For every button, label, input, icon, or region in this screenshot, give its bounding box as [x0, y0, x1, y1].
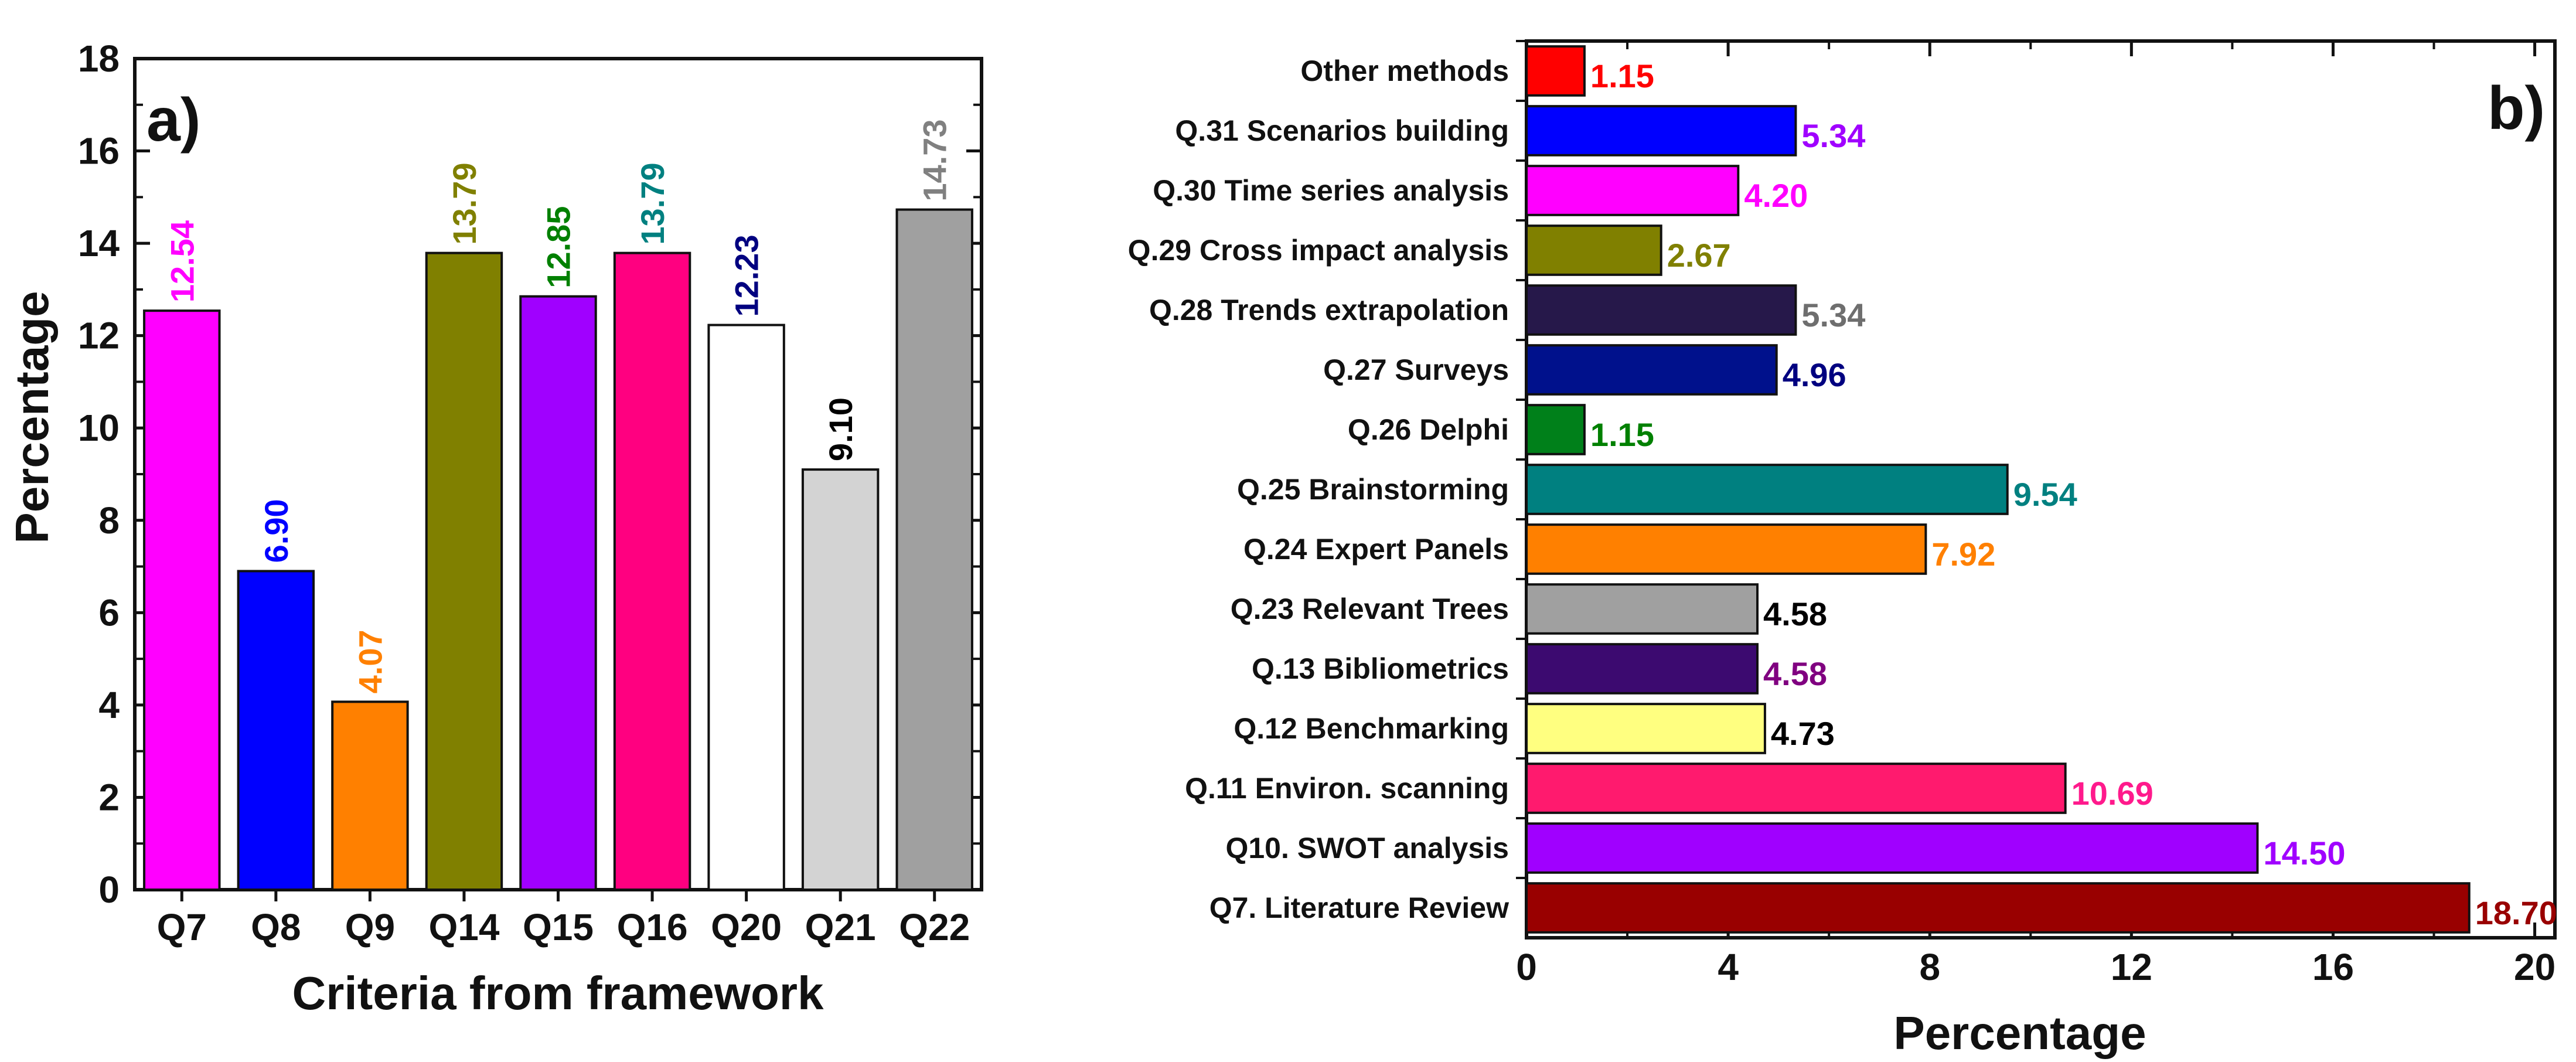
panel-a-x-tick-label: Q21 — [805, 906, 876, 948]
panel-b-bar — [1525, 643, 1759, 695]
panel-a-y-tick-label: 18 — [78, 38, 120, 80]
panel-b-bar — [1525, 882, 2471, 934]
panel-a-data-label: 6.90 — [258, 499, 295, 563]
panel-a-label: a) — [146, 86, 200, 154]
panel-a-bar — [143, 309, 221, 891]
panel-b-label: b) — [2488, 74, 2545, 142]
panel-b-bar — [1525, 105, 1797, 156]
panel-b-x-tick-label: 12 — [2111, 946, 2152, 988]
panel-a-x-tick-label: Q22 — [899, 906, 970, 948]
panel-a-bar — [519, 295, 597, 891]
panel-a-y-tick-label: 0 — [98, 869, 120, 911]
panel-b-data-label: 18.70 — [2475, 894, 2557, 931]
panel-b-bar — [1525, 224, 1662, 276]
panel-b-data-label: 1.15 — [1590, 57, 1654, 94]
panel-b-data-label: 4.20 — [1744, 177, 1808, 214]
panel-b-bar — [1525, 45, 1586, 97]
panel-a-x-tick-label: Q20 — [711, 906, 782, 948]
panel-a-data-label: 12.85 — [540, 206, 577, 288]
panel-a-y-tick-label: 12 — [78, 315, 120, 357]
panel-a-y-tick-label: 8 — [98, 499, 120, 542]
panel-a-bar — [425, 251, 503, 891]
panel-b-category-label: Q10. SWOT analysis — [1225, 832, 1509, 864]
panel-a-y-tick-label: 10 — [78, 407, 120, 449]
panel-a-data-label: 4.07 — [352, 629, 389, 693]
panel-b-category-label: Q.23 Relevant Trees — [1231, 593, 1509, 625]
panel-b-category-label: Other methods — [1300, 55, 1509, 87]
panel-a-y-tick-label: 4 — [98, 684, 120, 726]
panel-b-bar — [1525, 344, 1778, 396]
panel-b-data-label: 4.58 — [1763, 655, 1827, 692]
panel-b-category-label: Q.30 Time series analysis — [1153, 174, 1509, 207]
panel-b-category-label: Q.27 Surveys — [1323, 353, 1509, 386]
panel-b-bar — [1525, 165, 1740, 216]
panel-b-bar — [1525, 523, 1927, 575]
panel-a-x-tick-label: Q7 — [157, 906, 207, 948]
panel-a-x-tick-label: Q8 — [251, 906, 301, 948]
panel-b-data-label: 7.92 — [1931, 536, 1995, 573]
panel-a-x-tick-label: Q14 — [428, 906, 499, 948]
panel-b-data-label: 5.34 — [1801, 117, 1865, 154]
panel-b-category-label: Q.24 Expert Panels — [1243, 533, 1509, 566]
panel-b-x-tick-label: 4 — [1718, 946, 1739, 988]
panel-b-bar — [1525, 583, 1759, 635]
panel-b-x-axis-title: Percentage — [1893, 1007, 2146, 1059]
panel-a-y-tick-label: 16 — [78, 130, 120, 172]
panel-b-x-tick-label: 20 — [2514, 946, 2555, 988]
panel-a-data-label: 13.79 — [634, 163, 671, 245]
panel-b-data-label: 9.54 — [2013, 476, 2077, 513]
panel-a-y-tick-label: 6 — [98, 591, 120, 634]
panel-a-bar — [613, 251, 691, 891]
panel-b-data-label: 4.96 — [1783, 356, 1846, 393]
panel-b-data-label: 2.67 — [1667, 237, 1731, 274]
panel-b-category-label: Q7. Literature Review — [1209, 891, 1509, 924]
panel-a-data-label: 14.73 — [916, 119, 953, 201]
panel-b-category-label: Q.13 Bibliometrics — [1252, 652, 1509, 685]
panel-a-y-axis-title: Percentage — [6, 291, 58, 543]
panel-b-x-tick-label: 16 — [2312, 946, 2354, 988]
panel-b-data-label: 1.15 — [1590, 416, 1654, 453]
panel-b-category-label: Q.26 Delphi — [1348, 413, 1509, 446]
panel-b-bar — [1525, 703, 1766, 754]
panel-a-data-label: 12.54 — [163, 220, 200, 302]
panel-a-x-axis-title: Criteria from framework — [292, 967, 824, 1019]
panel-b-category-label: Q.31 Scenarios building — [1175, 114, 1509, 147]
panel-b-data-label: 14.50 — [2263, 835, 2345, 872]
panel-b-data-label: 4.73 — [1771, 715, 1835, 752]
panel-b-bar — [1525, 822, 2259, 874]
panel-b-data-label: 4.58 — [1763, 595, 1827, 632]
panel-a-bar-chart: a) Percentage Criteria from framework 0 2… — [6, 38, 983, 1019]
panel-b-horizontal-bar-chart: b) Percentage 0 4 8 12 16 20 Other methods 1.15… — [1128, 39, 2557, 1059]
panel-b-bar — [1525, 763, 2067, 814]
panel-b-x-tick-label: 0 — [1516, 946, 1537, 988]
panel-a-y-tick-label: 14 — [78, 222, 120, 264]
panel-b-category-label: Q.25 Brainstorming — [1237, 473, 1509, 506]
panel-a-data-label: 12.23 — [728, 234, 765, 316]
panel-b-bar — [1525, 284, 1797, 336]
panel-a-data-label: 9.10 — [822, 397, 859, 461]
panel-a-bar — [895, 208, 973, 891]
panel-a-data-label: 13.79 — [446, 163, 483, 245]
panel-a-bar — [237, 570, 315, 891]
panel-b-bar — [1525, 464, 2009, 515]
panel-b-category-label: Q.29 Cross impact analysis — [1128, 234, 1509, 267]
panel-a-x-tick-label: Q16 — [617, 906, 688, 948]
panel-a-x-tick-label: Q9 — [345, 906, 395, 948]
panel-a-y-tick-label: 2 — [98, 776, 120, 818]
panel-b-category-label: Q.28 Trends extrapolation — [1149, 294, 1509, 326]
panel-a-bar — [707, 324, 785, 891]
panel-a-bar — [331, 700, 409, 891]
panel-b-data-label: 10.69 — [2071, 775, 2154, 812]
panel-b-bar — [1525, 404, 1586, 455]
panel-b-category-label: Q.12 Benchmarking — [1234, 712, 1509, 745]
panel-b-category-label: Q.11 Environ. scanning — [1185, 772, 1509, 805]
panel-a-x-tick-label: Q15 — [523, 906, 594, 948]
panel-b-x-tick-label: 8 — [1919, 946, 1940, 988]
panel-b-data-label: 5.34 — [1801, 297, 1865, 333]
panel-a-bar — [801, 468, 880, 891]
